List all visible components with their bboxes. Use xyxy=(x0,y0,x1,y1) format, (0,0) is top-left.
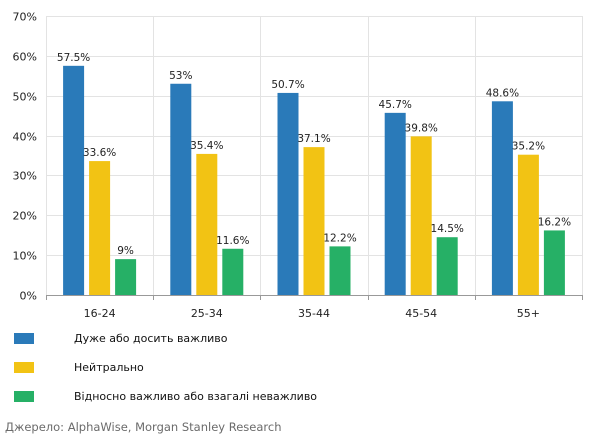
data-label: 50.7% xyxy=(271,79,304,91)
source-note: Джерело: AlphaWise, Morgan Stanley Resea… xyxy=(5,420,282,434)
data-labels: 57.5% 33.6% 9% 53% 35.4% 11.6% 50.7% 37.1% 12.2%… xyxy=(57,52,571,257)
legend-label: Відносно важливо або взагалі неважливо xyxy=(74,390,318,403)
y-tick-label: 40% xyxy=(13,131,37,144)
data-label: 16.2% xyxy=(538,216,571,228)
x-tick-label: 55+ xyxy=(517,307,540,320)
x-tick-label: 25-34 xyxy=(191,307,223,320)
bar-16-24-series-0 xyxy=(63,65,85,295)
data-label: 35.4% xyxy=(190,140,223,152)
bar-35-44-series-2 xyxy=(329,246,351,295)
x-tick-label: 16-24 xyxy=(84,307,116,320)
grid-lines xyxy=(46,16,583,295)
data-label: 57.5% xyxy=(57,52,90,64)
legend-label: Нейтрально xyxy=(74,361,144,374)
x-tick-label: 35-44 xyxy=(298,307,330,320)
y-tick-label: 10% xyxy=(13,250,37,263)
data-label: 45.7% xyxy=(379,99,412,111)
legend-swatch-important xyxy=(14,333,34,344)
bar-25-34-series-0 xyxy=(170,83,192,295)
bar-45-54-series-1 xyxy=(410,136,432,295)
bar-16-24-series-1 xyxy=(89,161,111,295)
data-label: 35.2% xyxy=(512,141,545,153)
data-label: 14.5% xyxy=(431,223,464,235)
data-label: 48.6% xyxy=(486,87,519,99)
bar-35-44-series-1 xyxy=(303,147,325,295)
legend-swatch-unimportant xyxy=(14,391,34,402)
data-label: 33.6% xyxy=(83,147,116,159)
bar-25-34-series-2 xyxy=(222,248,244,295)
x-tick-label: 45-54 xyxy=(405,307,437,320)
bar-45-54-series-0 xyxy=(384,112,406,295)
bar-35-44-series-0 xyxy=(277,92,299,295)
data-label: 12.2% xyxy=(323,232,356,244)
bar-55+-series-1 xyxy=(517,154,539,295)
y-tick-label: 60% xyxy=(13,51,37,64)
data-label: 11.6% xyxy=(216,235,249,247)
legend-label: Дуже або досить важливо xyxy=(74,332,228,345)
axes: 0% 10% 20% 30% 40% 50% 60% 70% 16-24 25-34 35-44 45… xyxy=(13,11,583,320)
data-label: 9% xyxy=(117,245,134,257)
data-label: 53% xyxy=(169,70,192,82)
y-tick-label: 70% xyxy=(13,11,37,24)
legend-swatch-neutral xyxy=(14,362,34,373)
y-tick-label: 30% xyxy=(13,170,37,183)
data-label: 37.1% xyxy=(297,133,330,145)
y-tick-label: 0% xyxy=(20,290,37,303)
bar-55+-series-0 xyxy=(491,101,513,296)
bars xyxy=(63,65,565,296)
bar-55+-series-2 xyxy=(543,230,565,295)
bar-16-24-series-2 xyxy=(115,259,137,295)
bar-25-34-series-1 xyxy=(196,153,218,295)
bar-chart: 0% 10% 20% 30% 40% 50% 60% 70% 16-24 25-34 35-44 45… xyxy=(13,11,583,320)
y-tick-label: 50% xyxy=(13,91,37,104)
y-tick-label: 20% xyxy=(13,210,37,223)
bar-45-54-series-2 xyxy=(436,237,458,295)
data-label: 39.8% xyxy=(405,122,438,134)
